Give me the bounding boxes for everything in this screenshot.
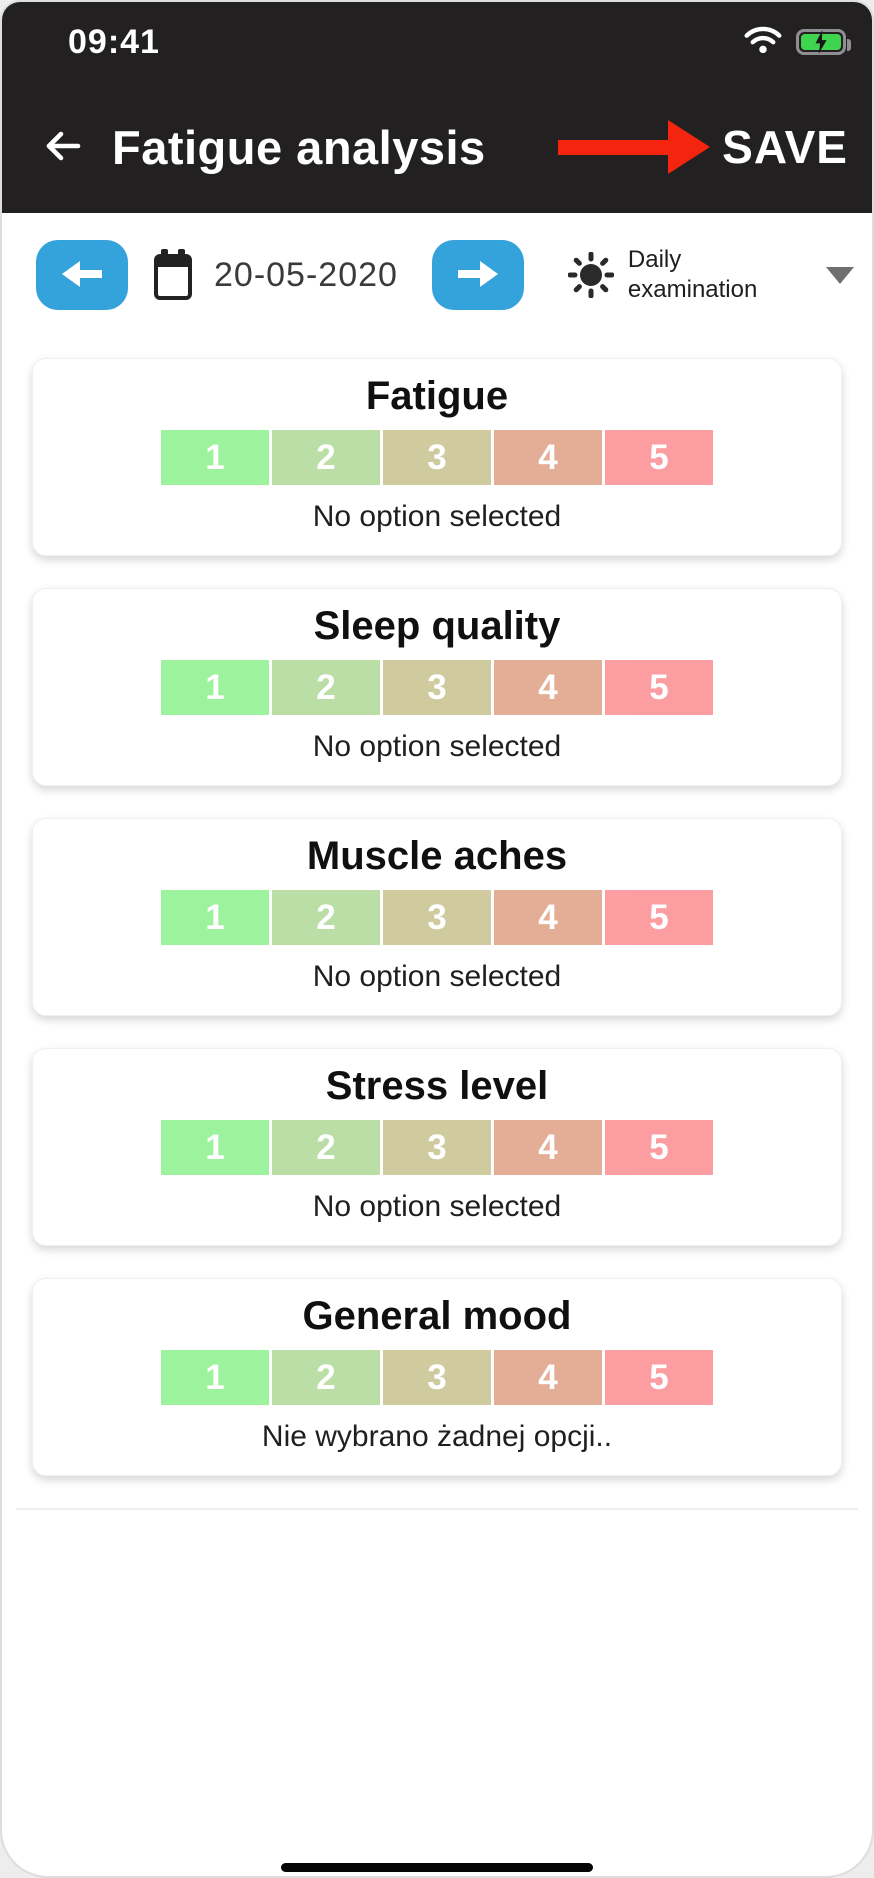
divider: [16, 1508, 858, 1510]
exam-type-label: Daily examination: [627, 246, 758, 303]
card-title: Stress level: [325, 1064, 549, 1108]
selection-status: No option selected: [312, 730, 562, 763]
selection-status: No option selected: [312, 960, 562, 993]
selection-status: No option selected: [312, 1190, 562, 1223]
page-title: Fatigue analysis: [112, 120, 486, 174]
selected-date: 20-05-2020: [214, 255, 398, 294]
arrow-left-icon: [42, 128, 82, 167]
selection-status: Nie wybrano żadnej opcji..: [261, 1420, 613, 1453]
save-button[interactable]: SAVE: [718, 120, 852, 174]
card-title: Fatigue: [365, 374, 509, 418]
nav-bar: Fatigue analysis SAVE: [2, 110, 872, 184]
wifi-icon: [744, 26, 782, 59]
rating-option-1[interactable]: 1: [161, 660, 269, 715]
previous-day-button[interactable]: [36, 240, 128, 310]
rating-option-2[interactable]: 2: [272, 660, 380, 715]
next-day-button[interactable]: [431, 240, 524, 310]
rating-option-5[interactable]: 5: [605, 890, 713, 945]
rating-option-3[interactable]: 3: [383, 1120, 491, 1175]
rating-option-1[interactable]: 1: [161, 430, 269, 485]
calendar-icon[interactable]: [154, 249, 192, 300]
chevron-down-icon[interactable]: [826, 266, 854, 284]
rating-option-4[interactable]: 4: [494, 660, 602, 715]
app-header: 09:41: [2, 2, 872, 213]
status-bar: 09:41: [2, 22, 872, 62]
home-indicator[interactable]: [281, 1863, 593, 1872]
card-title: Muscle aches: [306, 834, 568, 878]
card-title: General mood: [302, 1294, 572, 1338]
rating-option-5[interactable]: 5: [605, 430, 713, 485]
status-icons: [744, 26, 851, 59]
date-toolbar: 20-05-2020: [2, 239, 872, 311]
rating-option-3[interactable]: 3: [383, 1350, 491, 1405]
selection-status: No option selected: [312, 500, 562, 533]
rating-option-5[interactable]: 5: [605, 1120, 713, 1175]
rating-option-5[interactable]: 5: [605, 1350, 713, 1405]
sun-icon: [567, 251, 615, 299]
rating-option-4[interactable]: 4: [494, 1120, 602, 1175]
arrow-right-icon: [457, 257, 498, 294]
back-button[interactable]: [42, 125, 86, 169]
battery-charging-icon: [796, 29, 851, 55]
rating-option-4[interactable]: 4: [494, 430, 602, 485]
rating-option-5[interactable]: 5: [605, 660, 713, 715]
rating-option-3[interactable]: 3: [383, 430, 491, 485]
rating-option-3[interactable]: 3: [383, 660, 491, 715]
status-time: 09:41: [68, 22, 160, 61]
rating-option-4[interactable]: 4: [494, 890, 602, 945]
red-arrow-annotation-icon: [558, 118, 711, 176]
rating-option-1[interactable]: 1: [161, 890, 269, 945]
card-title: Sleep quality: [313, 604, 561, 648]
rating-option-2[interactable]: 2: [272, 430, 380, 485]
arrow-left-icon: [62, 257, 102, 294]
rating-option-2[interactable]: 2: [272, 1350, 380, 1405]
rating-option-3[interactable]: 3: [383, 890, 491, 945]
rating-option-1[interactable]: 1: [161, 1120, 269, 1175]
exam-type-selector[interactable]: Daily examination: [567, 245, 872, 305]
rating-option-2[interactable]: 2: [272, 890, 380, 945]
rating-option-4[interactable]: 4: [494, 1350, 602, 1405]
rating-option-2[interactable]: 2: [272, 1120, 380, 1175]
rating-option-1[interactable]: 1: [161, 1350, 269, 1405]
